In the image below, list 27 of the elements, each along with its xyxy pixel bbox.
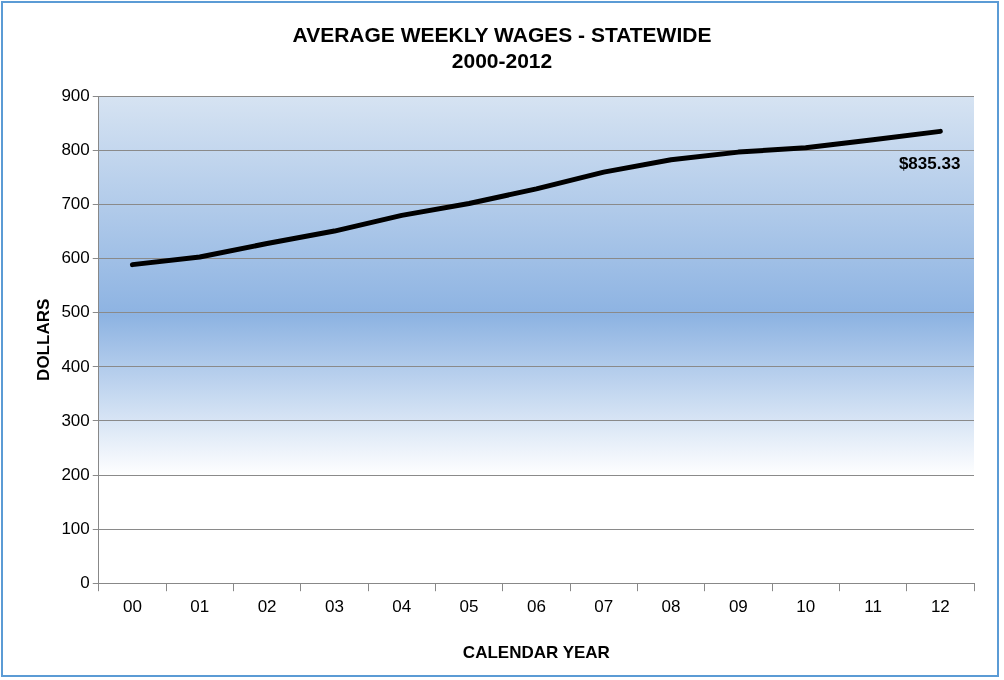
- x-tick-label: 09: [728, 597, 748, 617]
- y-tick-label: 400: [61, 356, 90, 376]
- y-tick-label: 900: [61, 86, 90, 106]
- x-tick-label: 12: [930, 597, 950, 617]
- x-tick-label: 08: [661, 597, 681, 617]
- x-tick-label: 06: [526, 597, 546, 617]
- x-axis-title: CALENDAR YEAR: [462, 643, 610, 663]
- x-tick-label: 03: [324, 597, 344, 617]
- y-tick-label: 100: [61, 518, 90, 538]
- x-tick-label: 04: [392, 597, 412, 617]
- x-tick-label: 10: [796, 597, 816, 617]
- y-tick-label: 0: [80, 572, 90, 592]
- x-tick-label: 11: [864, 597, 882, 617]
- y-tick-label: 200: [61, 464, 90, 484]
- annotation: $835.33: [898, 153, 961, 173]
- y-tick-label: 300: [61, 410, 90, 430]
- chart-title: AVERAGE WEEKLY WAGES - STATEWIDE 2000-2012: [292, 23, 712, 72]
- x-tick-label: 05: [459, 597, 479, 617]
- y-axis-title: DOLLARS: [33, 298, 53, 381]
- x-tick-label: 07: [594, 597, 614, 617]
- y-tick-label: 500: [61, 302, 90, 322]
- x-tick-label: 00: [122, 597, 142, 617]
- x-tick-label: 01: [190, 597, 210, 617]
- x-tick-label: 02: [257, 597, 277, 617]
- y-tick-label: 700: [61, 194, 90, 214]
- y-tick-label: 600: [61, 248, 90, 268]
- y-tick-label: 800: [61, 140, 90, 160]
